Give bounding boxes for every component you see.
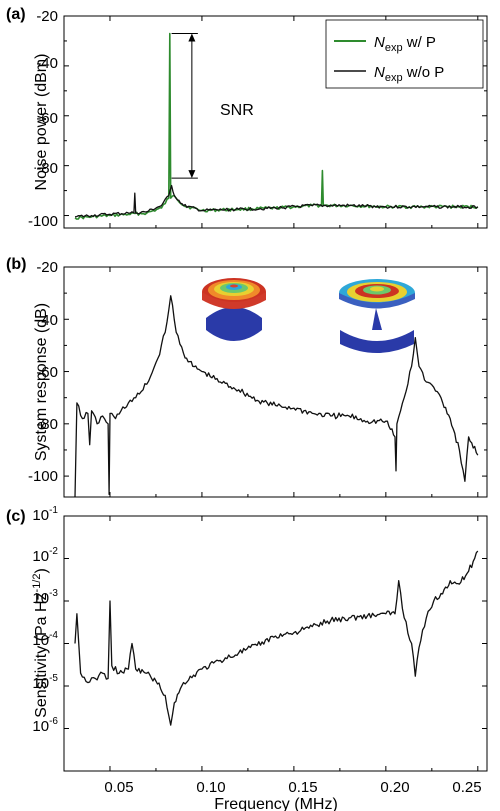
panel-c-label: (c) bbox=[6, 508, 26, 525]
panel-c-y-axis-label: Sensitivity (Pa Hz-1/2) bbox=[31, 568, 50, 718]
legend: Nexp w/ P Nexp w/o P bbox=[325, 19, 484, 89]
panel-b-y-tick: -20 bbox=[36, 259, 58, 276]
series-line-panel-a-1 bbox=[74, 184, 479, 218]
x-axis-label: Frequency (MHz) bbox=[214, 796, 338, 811]
panel-a-y-tick: -80 bbox=[36, 160, 58, 177]
panel-a-y-ticks: -20 -40 -60 -80 -100 bbox=[28, 8, 58, 230]
panel-a-y-tick: -20 bbox=[36, 8, 58, 25]
panel-b-y-tick: -40 bbox=[36, 312, 58, 329]
legend-entry-with-p: Nexp w/ P bbox=[374, 34, 436, 54]
x-tick-labels: 0.05 0.10 0.15 0.20 0.25 bbox=[104, 779, 481, 796]
panel-c-y-tick: 10-2 bbox=[32, 546, 58, 565]
panel-b-y-tick: -100 bbox=[28, 468, 58, 485]
panel-a-y-tick: -100 bbox=[28, 213, 58, 230]
panel-c-y-tick: 10-5 bbox=[32, 673, 58, 692]
legend-entry-without-p: Nexp w/o P bbox=[374, 64, 444, 84]
x-tick-label: 0.25 bbox=[452, 779, 481, 796]
panel-b-y-tick: -80 bbox=[36, 416, 58, 433]
snr-label: SNR bbox=[220, 102, 254, 119]
panel-b-y-ticks: -20 -40 -60 -80 -100 bbox=[28, 259, 58, 485]
panel-b-frame bbox=[63, 266, 488, 498]
panel-c-tick-marks bbox=[64, 515, 487, 771]
x-tick-label: 0.15 bbox=[288, 779, 317, 796]
panel-c: (c) Sensitivity (Pa Hz-1/2) 10-1 10-2 10… bbox=[6, 505, 488, 811]
panel-b-series-group bbox=[74, 295, 479, 497]
panel-a-label: (a) bbox=[6, 6, 26, 23]
panel-a: (a) Noise power (dBm) -20 -40 -60 -80 -1… bbox=[6, 6, 488, 230]
panel-a-y-tick: -60 bbox=[36, 110, 58, 127]
panel-c-y-ticks: 10-1 10-2 10-3 10-4 10-5 10-6 bbox=[32, 505, 58, 735]
panel-a-tick-marks bbox=[64, 15, 487, 228]
x-tick-label: 0.10 bbox=[196, 779, 225, 796]
panel-c-y-tick: 10-6 bbox=[32, 716, 58, 735]
panel-a-y-tick: -40 bbox=[36, 55, 58, 72]
mode-shape-image-right bbox=[339, 279, 415, 353]
snr-arrowhead-up bbox=[188, 33, 196, 42]
mode-shape-image-left bbox=[202, 278, 266, 341]
panel-a-y-axis-label: Noise power (dBm) bbox=[33, 54, 50, 191]
panel-b-y-axis-label: System response (dB) bbox=[33, 303, 50, 461]
panel-c-y-tick: 10-3 bbox=[32, 588, 58, 607]
panel-b-y-tick: -60 bbox=[36, 364, 58, 381]
panel-c-y-tick: 10-4 bbox=[32, 630, 58, 649]
snr-arrowhead-down bbox=[188, 170, 196, 179]
series-line-panel-b-0 bbox=[74, 295, 479, 497]
panel-c-frame bbox=[63, 515, 488, 772]
x-tick-label: 0.05 bbox=[104, 779, 133, 796]
panel-b: (b) System response (dB) -20 -40 -60 -80… bbox=[6, 256, 488, 498]
panel-b-label: (b) bbox=[6, 256, 26, 273]
panel-c-y-tick: 10-1 bbox=[32, 505, 58, 524]
panel-a-series-group bbox=[74, 32, 479, 220]
snr-annotation: SNR bbox=[171, 32, 254, 179]
x-tick-label: 0.20 bbox=[380, 779, 409, 796]
legend-box bbox=[325, 19, 484, 89]
series-line-panel-c-0 bbox=[74, 550, 479, 726]
panel-b-tick-marks bbox=[64, 266, 487, 497]
panel-a-frame bbox=[63, 15, 488, 229]
panel-c-series-group bbox=[74, 550, 479, 726]
